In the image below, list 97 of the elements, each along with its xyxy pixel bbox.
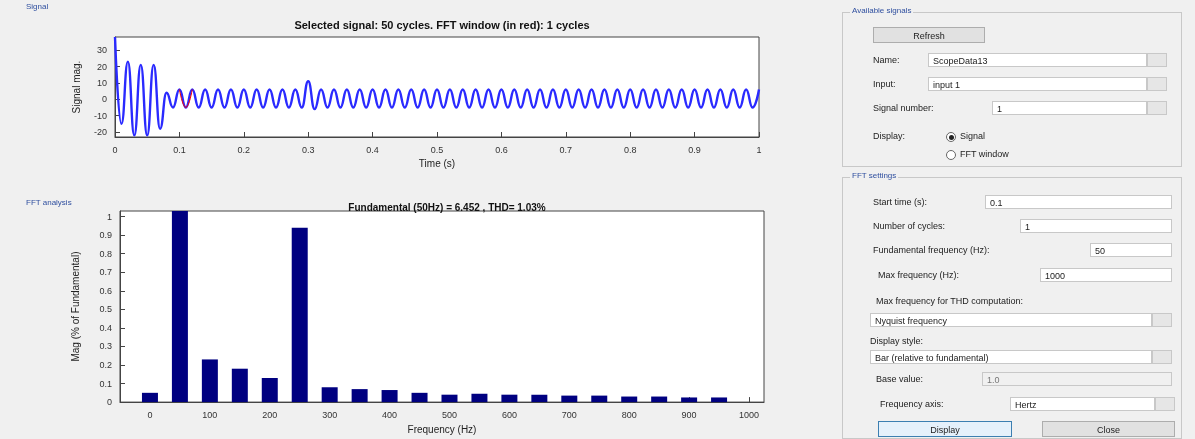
text: Signal (960, 131, 986, 141)
text: 1 (992, 101, 1147, 115)
x-tick-label: 0.7 (559, 144, 573, 155)
text: Name: (873, 55, 900, 65)
x-tick-label: 500 (441, 409, 457, 420)
x-tick-label: 100 (202, 409, 218, 420)
bar (681, 397, 698, 403)
text: input 1 (928, 77, 1147, 91)
text: ScopeData13 (928, 53, 1147, 67)
x-tick-label: 1000 (739, 409, 760, 420)
y-tick-label: 0.4 (99, 322, 112, 333)
y-tick-label: 0.9 (99, 230, 112, 241)
y-tick-label: 0.8 (99, 248, 112, 259)
bar (591, 395, 608, 403)
bar (471, 393, 488, 403)
text: Display (878, 421, 1012, 437)
y-tick-label: -10 (93, 110, 107, 121)
x-tick-label: 800 (621, 409, 637, 420)
text: Signal (26, 1, 49, 11)
x-tick-label: 400 (382, 409, 398, 420)
x-tick-label: 0.6 (495, 144, 508, 155)
x-axis-title: Frequency (Hz) (407, 423, 477, 435)
bar (381, 390, 398, 403)
bar (501, 394, 518, 403)
text: Display style: (870, 336, 924, 346)
text: Signal number: (873, 103, 934, 113)
y-tick-label: 0.1 (99, 378, 112, 389)
y-tick-label: 1 (106, 211, 112, 222)
y-tick-label: 0 (106, 397, 112, 408)
bar (291, 227, 308, 403)
x-tick-label: 0.8 (623, 144, 637, 155)
chart-title: Fundamental (50Hz) = 6.452 , THD= 1.03% (348, 201, 546, 213)
text: Nyquist frequency (870, 313, 1152, 327)
x-tick-label: 0 (147, 409, 153, 420)
x-tick-label: 900 (681, 409, 697, 420)
bar (261, 377, 278, 403)
y-tick-label: 0 (101, 94, 107, 105)
text: Max frequency (Hz): (878, 270, 960, 280)
text: Base value: (876, 374, 924, 384)
text: 1000 (1040, 268, 1172, 282)
x-axis-title: Time (s) (418, 158, 456, 170)
y-tick-label: 0.2 (99, 359, 112, 370)
text: Display: (873, 131, 906, 141)
text: FFT settings (850, 171, 899, 180)
x-tick-label: 0.1 (173, 144, 186, 155)
bar (531, 394, 548, 403)
bar (321, 387, 338, 403)
y-tick-label: 10 (96, 77, 107, 88)
y-axis-title: Mag (% of Fundamental) (69, 251, 81, 362)
y-axis-title: Signal mag. (70, 60, 82, 114)
text: Refresh (873, 27, 985, 43)
text: Hertz (1010, 397, 1155, 411)
chart-title: Selected signal: 50 cycles. FFT window (in red): 1 cycles (294, 18, 590, 31)
text: 1 (1020, 219, 1172, 233)
x-tick-label: 0.9 (688, 144, 701, 155)
text: 1.0 (982, 372, 1172, 386)
text: 0.1 (985, 195, 1172, 209)
bar (621, 396, 638, 403)
x-tick-label: 0.2 (237, 144, 251, 155)
text: Close (1042, 421, 1175, 437)
text: Max frequency for THD computation: (876, 296, 1023, 306)
line-series (113, 35, 761, 137)
x-tick-label: 0.4 (366, 144, 379, 155)
x-tick-label: 0.5 (430, 144, 444, 155)
text: Number of cycles: (873, 221, 946, 231)
bar (441, 394, 458, 403)
y-tick-label: 20 (96, 61, 107, 72)
bar (651, 396, 668, 403)
y-tick-label: 0.3 (99, 341, 112, 352)
bar (231, 368, 248, 403)
bar (201, 359, 218, 403)
bar (141, 392, 158, 403)
x-tick-label: 0.3 (301, 144, 315, 155)
y-tick-label: 0.6 (99, 285, 112, 296)
y-tick-label: 0.5 (99, 304, 112, 315)
text: Fundamental frequency (Hz): (873, 245, 990, 255)
text: Frequency axis: (880, 399, 944, 409)
bar (171, 211, 188, 403)
text: Input: (873, 79, 896, 89)
text: Available signals (850, 6, 914, 15)
y-tick-label: -20 (93, 127, 107, 138)
text: FFT window (960, 149, 1009, 159)
bar (561, 395, 578, 403)
x-tick-label: 600 (501, 409, 517, 420)
text: Bar (relative to fundamental) (870, 350, 1152, 364)
bar (711, 397, 728, 403)
y-tick-label: 0.7 (99, 267, 112, 278)
text: Start time (s): (873, 197, 928, 207)
x-tick-label: 300 (322, 409, 338, 420)
y-tick-label: 30 (96, 45, 107, 56)
x-tick-label: 700 (561, 409, 577, 420)
bar (351, 389, 368, 403)
text: 50 (1090, 243, 1172, 257)
text: FFT analysis (26, 197, 72, 207)
x-tick-label: 200 (262, 409, 278, 420)
x-tick-label: 1 (756, 144, 762, 155)
bar (411, 392, 428, 403)
